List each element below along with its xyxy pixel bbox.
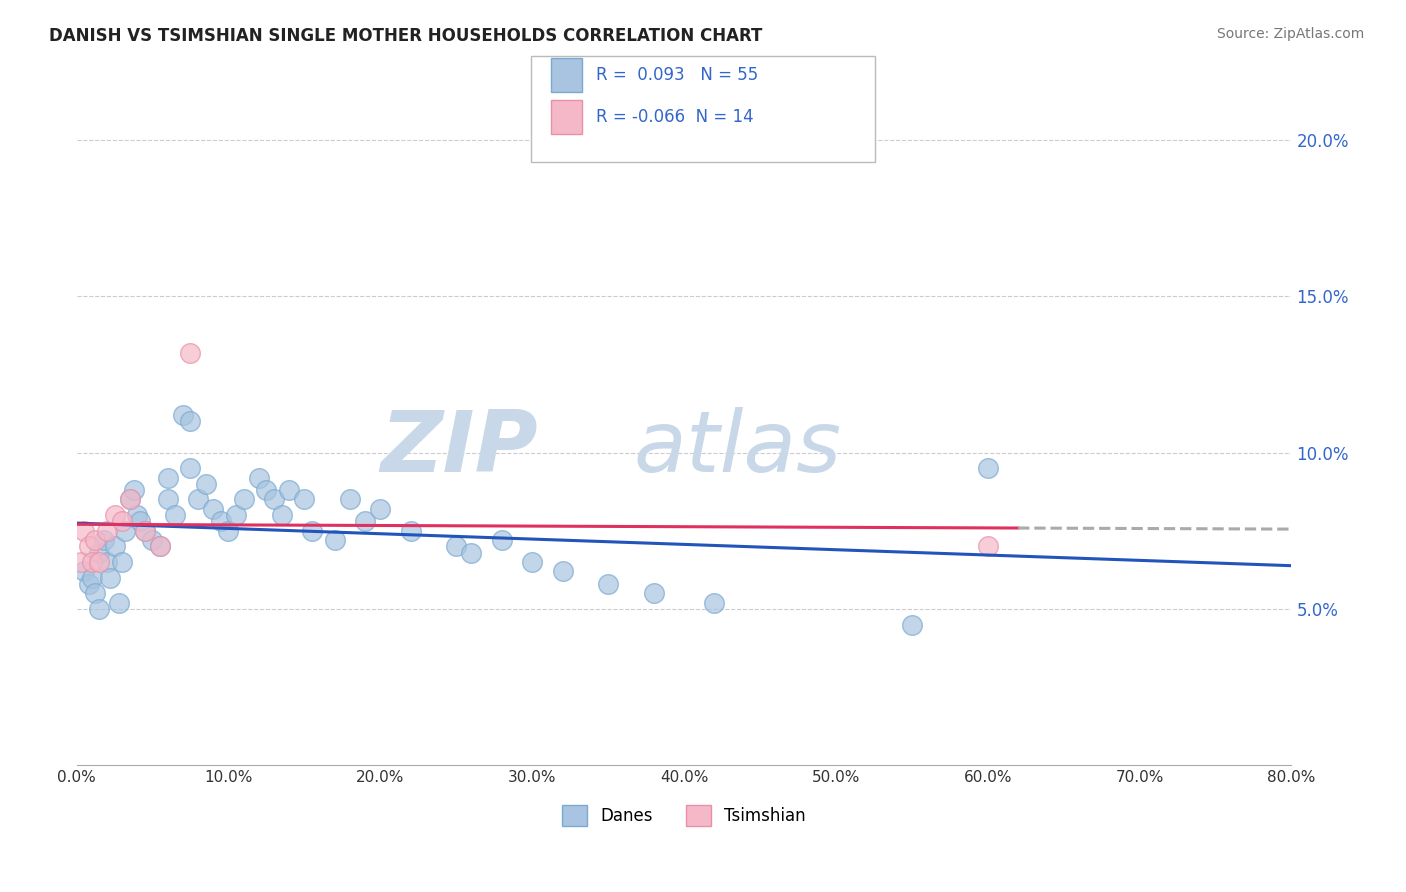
Text: R =  0.093   N = 55: R = 0.093 N = 55: [596, 66, 758, 84]
Point: [444, 540, 467, 554]
Point: [134, 524, 156, 538]
Text: ZIP: ZIP: [381, 408, 538, 491]
Point: [194, 476, 217, 491]
Point: [165, 508, 187, 522]
Point: [141, 533, 163, 547]
Point: [225, 508, 247, 522]
Point: [520, 555, 543, 569]
Point: [103, 508, 125, 522]
Point: [172, 408, 194, 422]
Point: [93, 533, 115, 547]
Point: [127, 508, 149, 522]
Point: [368, 501, 391, 516]
Point: [70, 555, 93, 569]
Point: [96, 555, 118, 569]
Point: [96, 524, 118, 538]
Point: [103, 540, 125, 554]
Point: [354, 514, 377, 528]
Point: [114, 524, 136, 538]
Point: [80, 571, 103, 585]
Point: [977, 461, 1000, 475]
Point: [89, 555, 111, 569]
Point: [217, 524, 239, 538]
Point: [278, 483, 301, 497]
Point: [254, 483, 277, 497]
Point: [118, 492, 141, 507]
Point: [122, 483, 145, 497]
Point: [98, 571, 121, 585]
Point: [270, 508, 292, 522]
Point: [596, 577, 619, 591]
Point: [399, 524, 422, 538]
Legend: Danes, Tsimshian: Danes, Tsimshian: [555, 799, 813, 832]
Point: [83, 586, 105, 600]
Point: [179, 345, 201, 359]
Point: [703, 596, 725, 610]
Point: [460, 546, 482, 560]
Point: [156, 492, 179, 507]
Point: [77, 577, 100, 591]
Point: [491, 533, 513, 547]
Point: [232, 492, 254, 507]
Point: [89, 602, 111, 616]
Text: R = -0.066  N = 14: R = -0.066 N = 14: [596, 108, 754, 126]
Point: [209, 514, 232, 528]
Point: [263, 492, 285, 507]
Point: [187, 492, 209, 507]
Point: [111, 555, 134, 569]
Point: [301, 524, 323, 538]
Point: [247, 470, 270, 484]
Point: [156, 470, 179, 484]
Point: [202, 501, 225, 516]
Point: [118, 492, 141, 507]
Point: [323, 533, 346, 547]
Point: [551, 565, 574, 579]
Text: Source: ZipAtlas.com: Source: ZipAtlas.com: [1216, 27, 1364, 41]
Point: [73, 524, 96, 538]
Text: DANISH VS TSIMSHIAN SINGLE MOTHER HOUSEHOLDS CORRELATION CHART: DANISH VS TSIMSHIAN SINGLE MOTHER HOUSEH…: [49, 27, 762, 45]
Point: [643, 586, 665, 600]
Point: [111, 514, 134, 528]
Point: [83, 533, 105, 547]
Point: [179, 414, 201, 428]
Point: [134, 524, 156, 538]
Point: [339, 492, 361, 507]
Point: [80, 555, 103, 569]
Point: [89, 546, 111, 560]
Point: [977, 540, 1000, 554]
Point: [179, 461, 201, 475]
Point: [129, 514, 152, 528]
Point: [77, 540, 100, 554]
Point: [108, 596, 131, 610]
Point: [901, 617, 924, 632]
Point: [149, 540, 172, 554]
Point: [73, 565, 96, 579]
Point: [292, 492, 315, 507]
Text: atlas: atlas: [634, 408, 842, 491]
Point: [149, 540, 172, 554]
